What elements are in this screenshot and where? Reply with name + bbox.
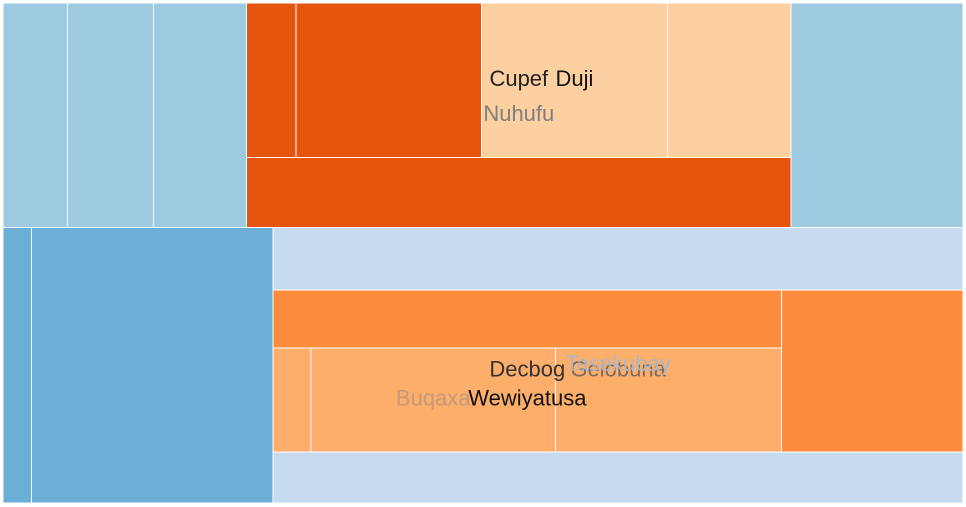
treemap-cell (66, 2, 154, 228)
label-wewiyatusa: Wewiyatusa (468, 386, 587, 411)
treemap-cell (272, 226, 964, 291)
treemap-cell (30, 226, 274, 504)
treemap-cell (2, 226, 32, 504)
treemap-cell (246, 2, 297, 158)
label-duji: Duji (556, 66, 594, 91)
cell-buqaxa (310, 347, 557, 453)
label-buqaxa: Buqaxa (396, 386, 471, 411)
label-decbog: Decbog (489, 357, 565, 382)
label-gelobuna: Gelobuna (570, 357, 666, 382)
label-cupef: Cupef (489, 66, 549, 91)
treemap-cell (246, 156, 792, 228)
treemap-cell (780, 289, 964, 453)
cell-duji (481, 2, 668, 158)
treemap-cell (666, 2, 792, 158)
treemap-cell (152, 2, 248, 228)
treemap-cell (555, 347, 782, 453)
treemap-cell (790, 2, 964, 228)
label-nuhufu: Nuhufu (483, 101, 554, 126)
treemap-cell (272, 347, 312, 453)
treemap-cell (272, 451, 964, 504)
treemap-cell (272, 289, 782, 349)
label-tasekubay: Tasekubay (566, 351, 671, 376)
treemap-cell (295, 2, 483, 158)
treemap-cell (2, 2, 68, 228)
